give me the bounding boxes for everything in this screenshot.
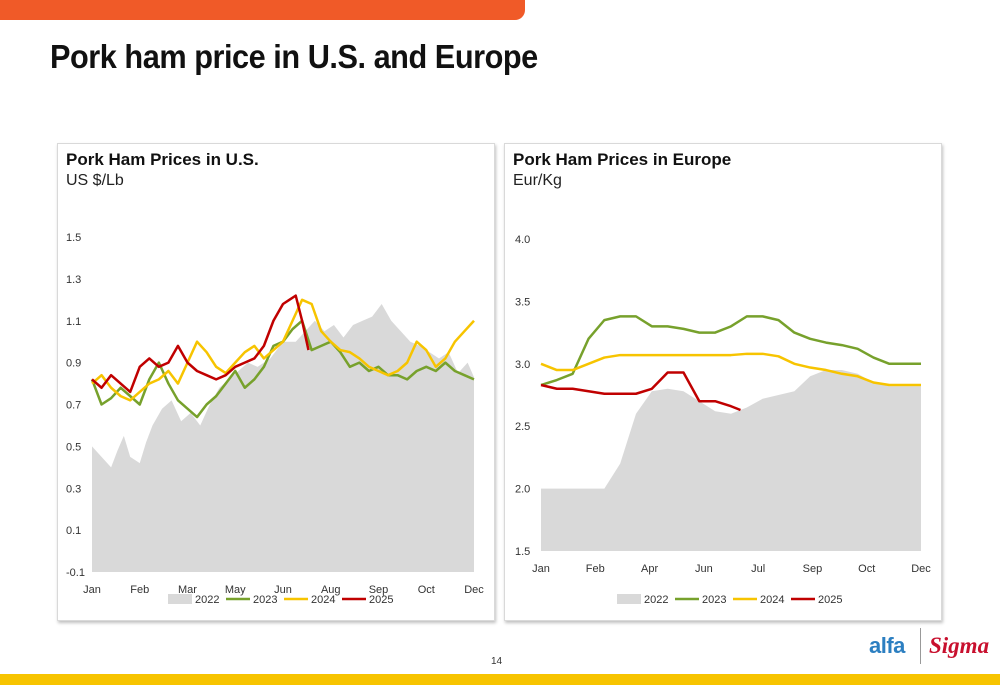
us-y-tick-label: 1.1 — [66, 316, 81, 328]
eu-x-tick-label: Jun — [695, 563, 713, 575]
us-y-tick-label: 0.1 — [66, 525, 81, 537]
us-x-tick-label: Oct — [418, 584, 435, 596]
eu-legend-2024-label: 2024 — [760, 594, 784, 606]
us-legend-2022-label: 2022 — [195, 594, 219, 606]
eu-y-tick-label: 2.0 — [515, 484, 530, 496]
eu-series-2023-line — [540, 315, 921, 387]
us-legend-2023-label: 2023 — [253, 594, 277, 606]
eu-x-tick-label: Oct — [858, 563, 875, 575]
us-y-tick-label: 1.3 — [66, 274, 81, 286]
eu-x-tick-label: Feb — [586, 563, 605, 575]
us-x-tick-label: Aug — [321, 584, 341, 596]
us-legend-2024-label: 2024 — [311, 594, 335, 606]
us-chart-title: Pork Ham Prices in U.S. — [66, 150, 259, 169]
europe-chart-panel: 1.5 2.0 2.5 3.0 3.5 4.0 Jan Feb Apr Jun Jul Sep Oct D… — [504, 143, 942, 621]
eu-y-tick-label: 3.0 — [515, 359, 530, 371]
us-chart-svg: -0.1 0.1 0.3 0.5 0.7 0.9 1.1 1.3 1.5 Jan Feb Mar May… — [66, 232, 484, 606]
us-y-tick-label: 0.3 — [66, 483, 81, 495]
us-y-tick-label: 0.7 — [66, 400, 81, 412]
eu-legend-2022-swatch — [617, 594, 641, 604]
top-accent-bar — [0, 0, 525, 20]
eu-series-2022-area — [541, 370, 921, 551]
europe-chart-title: Pork Ham Prices in Europe — [513, 150, 732, 169]
us-series-2025-line — [91, 294, 310, 394]
eu-y-tick-label: 4.0 — [515, 234, 530, 246]
us-y-tick-label: 1.5 — [66, 232, 81, 244]
us-y-tick-label: 0.9 — [66, 358, 81, 370]
logo-separator — [920, 628, 921, 664]
sigma-logo: Sigma — [929, 633, 990, 658]
us-series-2024-line — [91, 298, 475, 402]
eu-x-tick-label: Sep — [803, 563, 823, 575]
us-legend-2022-swatch — [168, 594, 192, 604]
us-chart-unit: US $/Lb — [66, 172, 124, 189]
eu-legend-2023-label: 2023 — [702, 594, 726, 606]
eu-series-2025-line — [540, 371, 741, 412]
eu-x-tick-label: Apr — [641, 563, 658, 575]
us-x-tick-label: Jan — [83, 584, 101, 596]
us-chart-panel: -0.1 0.1 0.3 0.5 0.7 0.9 1.1 1.3 1.5 Jan Feb Mar May… — [57, 143, 495, 621]
us-legend-2025-label: 2025 — [369, 594, 393, 606]
eu-y-tick-label: 3.5 — [515, 296, 530, 308]
slide-title: Pork ham price in U.S. and Europe — [50, 38, 538, 75]
eu-x-tick-label: Jan — [532, 563, 550, 575]
eu-x-tick-label: Dec — [911, 563, 931, 575]
us-x-tick-label: Feb — [130, 584, 149, 596]
bottom-accent-bar — [0, 674, 1000, 685]
eu-series-2024-line — [540, 352, 921, 387]
us-y-tick-label: 0.5 — [66, 441, 81, 453]
eu-y-tick-label: 2.5 — [515, 421, 530, 433]
europe-chart-svg: 1.5 2.0 2.5 3.0 3.5 4.0 Jan Feb Apr Jun Jul Sep Oct D… — [515, 234, 931, 606]
eu-legend-2022-label: 2022 — [644, 594, 668, 606]
us-x-tick-label: Mar — [178, 584, 197, 596]
us-x-tick-label: Dec — [464, 584, 484, 596]
eu-legend-2025-label: 2025 — [818, 594, 842, 606]
page-number: 14 — [491, 656, 503, 667]
us-x-tick-label: Jun — [274, 584, 292, 596]
eu-x-tick-label: Jul — [751, 563, 765, 575]
us-y-tick-label: -0.1 — [66, 567, 85, 579]
eu-y-tick-label: 1.5 — [515, 546, 530, 558]
alfa-logo: alfa — [869, 633, 905, 658]
us-x-tick-label: May — [225, 584, 246, 596]
europe-chart-unit: Eur/Kg — [513, 172, 562, 189]
us-x-tick-label: Sep — [369, 584, 389, 596]
